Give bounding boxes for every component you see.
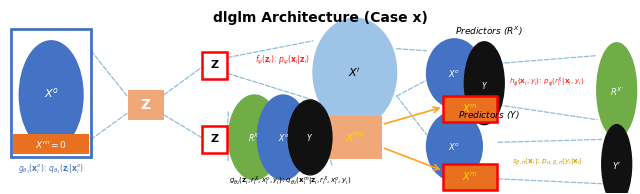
FancyBboxPatch shape	[128, 90, 164, 120]
Text: Z: Z	[211, 134, 218, 144]
Ellipse shape	[596, 43, 637, 137]
FancyBboxPatch shape	[202, 52, 227, 79]
Ellipse shape	[426, 39, 483, 108]
Text: $g_{\theta_2}(\mathbf{z}_i, r^X_i, x^o_i, y_i)$: $q_{\theta_2}(\mathbf{x}^m_i|\m: $g_{\theta_2}(\mathbf{z}_i, r^X_i, x^o_i…	[229, 175, 351, 188]
Text: $R^{X'}$: $R^{X'}$	[610, 86, 624, 98]
Text: $X^m$: $X^m$	[462, 103, 478, 115]
Text: $s_{\beta,\pi}(\mathbf{x}_i)$: $p_{\alpha,\beta,\pi}(y_i|\mathbf{x}_i)$: $s_{\beta,\pi}(\mathbf{x}_i)$: $p_{\alph…	[511, 156, 582, 168]
FancyBboxPatch shape	[444, 164, 497, 190]
Text: $h_\phi(\mathbf{x}_i, y_i)$: $p_\phi(r^X_i|\mathbf{x}_i, y_i)$: $h_\phi(\mathbf{x}_i, y_i)$: $p_\phi(r^X…	[509, 75, 584, 89]
Ellipse shape	[19, 41, 83, 149]
Ellipse shape	[602, 125, 632, 194]
Text: $g_{\theta_1}(\mathbf{x}^o_i)$: $q_{\theta_1}(\mathbf{z}_i|\mathbf{x}^o_i)$: $g_{\theta_1}(\mathbf{x}^o_i)$: $q_{\the…	[18, 162, 84, 176]
FancyBboxPatch shape	[328, 116, 381, 159]
Text: $X^{m\prime}$: $X^{m\prime}$	[344, 130, 365, 144]
Text: Z: Z	[141, 98, 151, 112]
Ellipse shape	[426, 112, 483, 181]
Text: $X^o$: $X^o$	[44, 86, 59, 100]
Text: $X^o$: $X^o$	[278, 132, 289, 143]
Text: $X^o$: $X^o$	[449, 141, 460, 152]
Ellipse shape	[313, 18, 397, 126]
Text: $Y$: $Y$	[307, 132, 314, 143]
Text: $X'$: $X'$	[348, 66, 362, 79]
FancyBboxPatch shape	[444, 96, 497, 122]
Text: $Y$: $Y$	[481, 80, 488, 91]
Text: dlglm Architecture (Case x): dlglm Architecture (Case x)	[212, 11, 428, 25]
Text: $R^X$: $R^X$	[248, 131, 260, 144]
Ellipse shape	[465, 42, 504, 125]
Text: Predictors ($R^X$): Predictors ($R^X$)	[456, 24, 523, 38]
FancyBboxPatch shape	[202, 126, 227, 153]
Text: $X^m$: $X^m$	[462, 171, 478, 183]
Ellipse shape	[228, 95, 280, 180]
Text: $f_\psi(\mathbf{z}_i)$: $p_\psi(\mathbf{x}_i|\mathbf{z}_i)$: $f_\psi(\mathbf{z}_i)$: $p_\psi(\mathbf{…	[255, 54, 310, 67]
FancyBboxPatch shape	[13, 134, 89, 154]
Text: $X^m=0$: $X^m=0$	[35, 139, 67, 150]
Ellipse shape	[288, 100, 332, 175]
Text: Z: Z	[211, 61, 218, 70]
Text: $X^o$: $X^o$	[449, 68, 460, 79]
Text: $Y'$: $Y'$	[612, 160, 621, 171]
Text: Predictors ($Y$): Predictors ($Y$)	[458, 109, 520, 121]
Ellipse shape	[257, 95, 309, 180]
